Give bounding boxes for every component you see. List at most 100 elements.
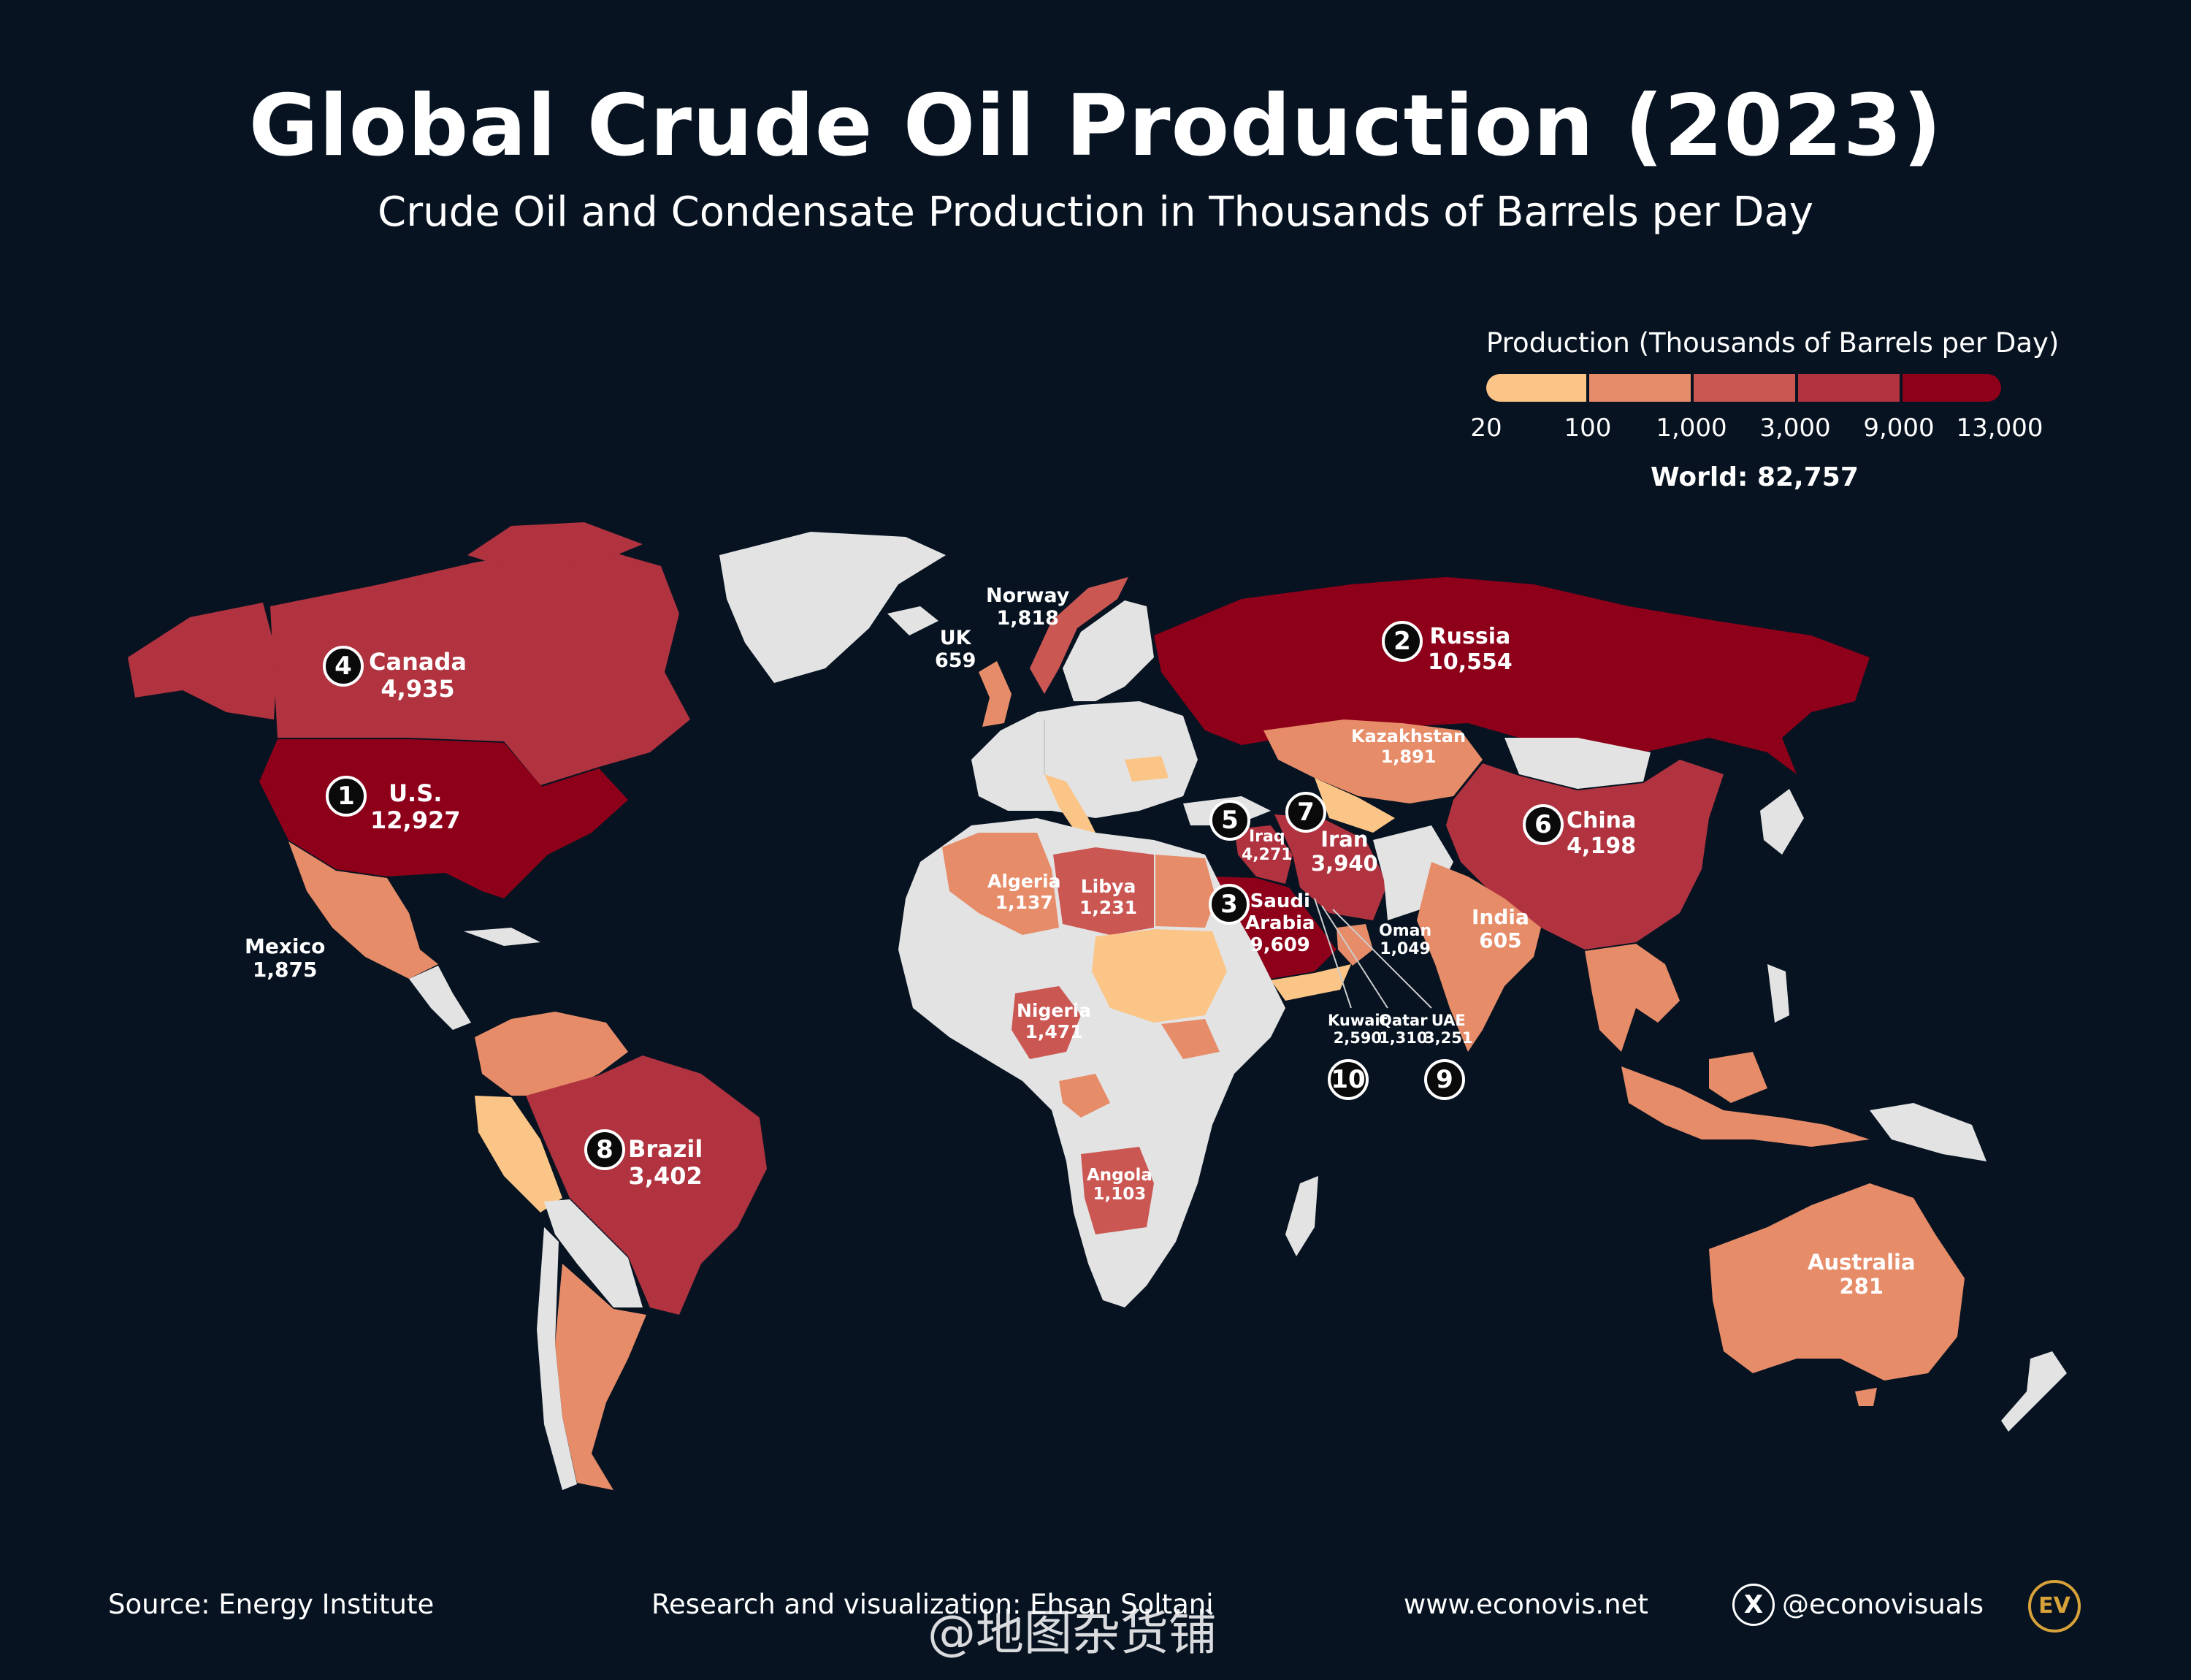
rank-badge-iran: 7 <box>1285 792 1326 833</box>
scandinavia-shape <box>1063 600 1154 701</box>
rank-badge-us: 1 <box>326 776 367 817</box>
econovis-logo: EV <box>2028 1580 2081 1633</box>
china-shape <box>1446 760 1724 950</box>
label-russia: Russia 10,554 <box>1428 624 1513 675</box>
label-libya: Libya 1,231 <box>1079 876 1138 918</box>
map-title: Global Crude Oil Production (2023) <box>248 77 1943 175</box>
legend-tick: 20 <box>1470 413 1502 443</box>
legend-color-bar <box>1486 374 2001 402</box>
rank-badge-russia: 2 <box>1382 621 1423 662</box>
label-india: India 605 <box>1472 905 1529 953</box>
rank-badge-uae: 9 <box>1424 1059 1465 1100</box>
source-text: Source: Energy Institute <box>108 1589 435 1620</box>
egypt-shape <box>1155 855 1216 928</box>
world-total: World: 82,757 <box>1651 462 1859 492</box>
argentina-shape <box>555 1264 646 1490</box>
label-kazakhstan: Kazakhstan 1,891 <box>1351 726 1467 767</box>
nigeria-shape <box>1012 986 1081 1059</box>
iceland-shape <box>887 606 938 635</box>
legend-swatch-1 <box>1486 374 1586 402</box>
colombia-venezuela-shape <box>475 1012 628 1096</box>
india-shape <box>1417 862 1541 1052</box>
website-link[interactable]: www.econovis.net <box>1404 1589 1648 1620</box>
label-angola: Angola 1,103 <box>1087 1166 1152 1204</box>
x-icon: X <box>1732 1584 1775 1626</box>
label-mexico: Mexico 1,875 <box>245 934 326 982</box>
philippines-shape <box>1767 964 1789 1023</box>
label-uk: UK 659 <box>935 627 976 673</box>
norway-shape <box>1030 577 1128 694</box>
chile-shape <box>537 1227 577 1490</box>
peru-shape <box>475 1096 562 1213</box>
rank-badge-brazil: 8 <box>584 1129 625 1170</box>
greenland-shape <box>719 532 946 683</box>
label-uae: UAE 3,251 <box>1424 1012 1473 1047</box>
new-zealand-shape <box>2001 1351 2067 1432</box>
legend-swatch-3 <box>1694 374 1795 402</box>
label-oman: Oman 1,049 <box>1379 922 1432 959</box>
label-qatar: Qatar 1,310 <box>1379 1012 1428 1047</box>
iraq-shape <box>1234 825 1293 884</box>
gabon-congo-shape <box>1059 1074 1110 1118</box>
caribbean-shape <box>464 928 540 946</box>
mongolia-shape <box>1504 738 1651 789</box>
social-handle[interactable]: @econovisuals <box>1782 1589 1984 1620</box>
japan-shape <box>1760 789 1804 855</box>
label-algeria: Algeria 1,137 <box>987 871 1061 913</box>
watermark-text: @地图杂货铺 <box>928 1605 1217 1661</box>
label-iraq: Iraq 4,271 <box>1242 828 1293 865</box>
label-canada: Canada 4,935 <box>369 648 467 703</box>
papua-shape <box>1870 1103 1987 1161</box>
rank-badge-china: 6 <box>1523 804 1564 845</box>
borneo-shape <box>1709 1052 1767 1103</box>
label-australia: Australia 281 <box>1808 1250 1916 1299</box>
oman-shape <box>1337 924 1373 966</box>
south-sudan-shape <box>1161 1019 1220 1059</box>
legend-swatch-4 <box>1798 374 1900 402</box>
callout-lines <box>1044 719 1432 1009</box>
iran-shape <box>1274 814 1388 920</box>
australia-shape <box>1709 1183 1965 1381</box>
legend-swatch-2 <box>1589 374 1691 402</box>
legend-tick: 9,000 <box>1863 413 1935 443</box>
rank-badge-kuwait: 10 <box>1328 1059 1369 1100</box>
tasmania-shape <box>1855 1388 1877 1406</box>
algeria-shape <box>942 833 1059 935</box>
label-us: U.S. 12,927 <box>370 779 461 834</box>
italy-shape <box>1044 774 1103 847</box>
europe-shape <box>971 701 1198 818</box>
credit-text: Research and visualization: Ehsan Soltan… <box>651 1589 1214 1620</box>
rank-badge-iraq: 5 <box>1209 800 1250 841</box>
central-asia-shape <box>1315 778 1395 833</box>
label-kuwait: Kuwait 2,590 <box>1328 1012 1388 1047</box>
arctic-islands-shape <box>467 522 643 573</box>
legend-tick: 3,000 <box>1759 413 1831 443</box>
label-brazil: Brazil 3,402 <box>628 1135 703 1190</box>
bolivia-paraguay-shape <box>544 1199 643 1307</box>
sudan-chad-shape <box>1092 929 1227 1023</box>
angola-shape <box>1081 1147 1154 1234</box>
indonesia-shape <box>1621 1066 1870 1147</box>
alaska-shape <box>128 603 278 719</box>
brazil-shape <box>526 1055 767 1315</box>
libya-shape <box>1053 847 1154 935</box>
label-norway: Norway 1,818 <box>986 584 1070 630</box>
legend-tick: 13,000 <box>1956 413 2043 443</box>
map-subtitle: Crude Oil and Condensate Production in T… <box>378 188 1813 236</box>
mexico-shape <box>288 841 438 979</box>
label-china: China 4,198 <box>1567 808 1637 859</box>
legend-tick: 1,000 <box>1656 413 1727 443</box>
kazakhstan-shape <box>1263 719 1483 803</box>
legend-tick: 100 <box>1564 413 1612 443</box>
legend-title: Production (Thousands of Barrels per Day… <box>1486 327 2060 359</box>
label-saudi-arabia: Saudi Arabia 9,609 <box>1245 890 1315 956</box>
southeast-asia-shape <box>1585 944 1680 1052</box>
label-iran: Iran 3,940 <box>1311 827 1378 877</box>
yemen-shape <box>1271 964 1351 1001</box>
madagascar-shape <box>1285 1176 1318 1256</box>
central-america-shape <box>409 966 471 1030</box>
romania-shape <box>1125 756 1169 782</box>
canada-shape <box>270 544 690 785</box>
rank-badge-canada: 4 <box>323 646 364 687</box>
